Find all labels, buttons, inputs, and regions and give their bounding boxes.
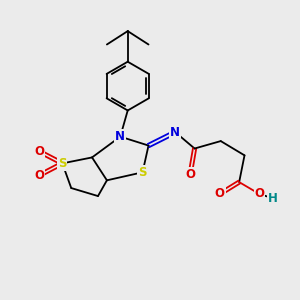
Text: H: H	[268, 192, 278, 205]
Text: O: O	[254, 188, 264, 200]
Text: S: S	[138, 166, 147, 179]
Text: O: O	[185, 168, 195, 181]
Text: O: O	[215, 188, 225, 200]
Text: O: O	[34, 169, 44, 182]
Text: S: S	[58, 157, 67, 170]
Text: N: N	[115, 130, 125, 143]
Text: O: O	[34, 145, 44, 158]
Text: N: N	[170, 126, 180, 139]
